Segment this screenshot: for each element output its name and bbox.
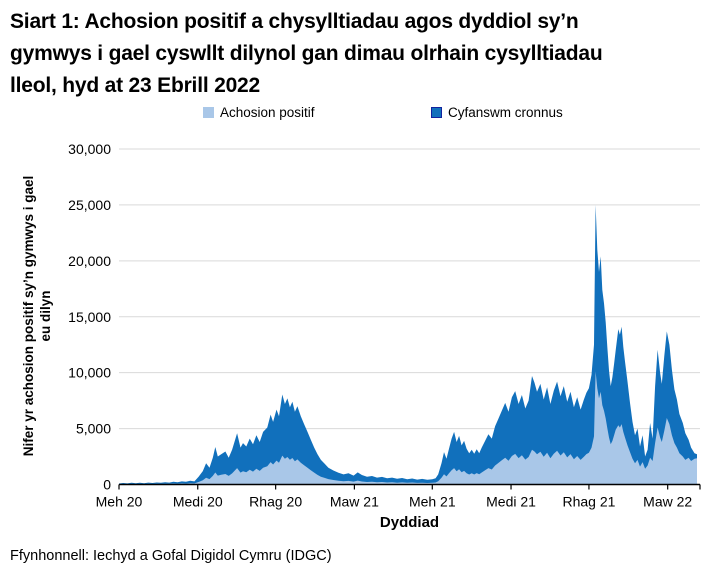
legend-label-cyfanswm-cronnus: Cyfanswm cronnus <box>448 105 563 120</box>
legend: Achosion positif Cyfanswm cronnus <box>0 105 721 125</box>
y-tick-label: 5,000 <box>76 421 111 437</box>
y-tick-label: 15,000 <box>68 309 111 325</box>
y-tick-label: 20,000 <box>68 253 111 269</box>
legend-item-cyfanswm-cronnus: Cyfanswm cronnus <box>431 105 563 120</box>
legend-swatch-achosion-positif-icon <box>203 107 214 118</box>
x-tick-label: Medi 21 <box>486 494 536 510</box>
legend-item-achosion-positif: Achosion positif <box>203 105 315 120</box>
legend-label-achosion-positif: Achosion positif <box>220 105 315 120</box>
x-tick-label: Maw 21 <box>330 494 379 510</box>
x-tick-label: Meh 21 <box>409 494 456 510</box>
area-series-0 <box>119 204 697 485</box>
x-tick-label: Meh 20 <box>96 494 143 510</box>
x-tick-label: Rhag 21 <box>562 494 615 510</box>
y-tick-label: 25,000 <box>68 197 111 213</box>
x-axis-title: Dyddiad <box>379 514 440 531</box>
y-tick-label: 0 <box>103 477 111 493</box>
x-tick-label: Rhag 20 <box>249 494 302 510</box>
x-tick-label: Medi 20 <box>173 494 223 510</box>
y-tick-label: 10,000 <box>68 365 111 381</box>
source-note: Ffynhonnell: Iechyd a Gofal Digidol Cymr… <box>10 548 332 564</box>
area-series-1 <box>119 371 697 485</box>
legend-swatch-cyfanswm-cronnus-icon <box>431 107 442 118</box>
chart-title: Siart 1: Achosion positif a chysylltiada… <box>10 10 603 97</box>
x-tick-label: Maw 22 <box>643 494 692 510</box>
y-tick-label: 30,000 <box>68 141 111 157</box>
